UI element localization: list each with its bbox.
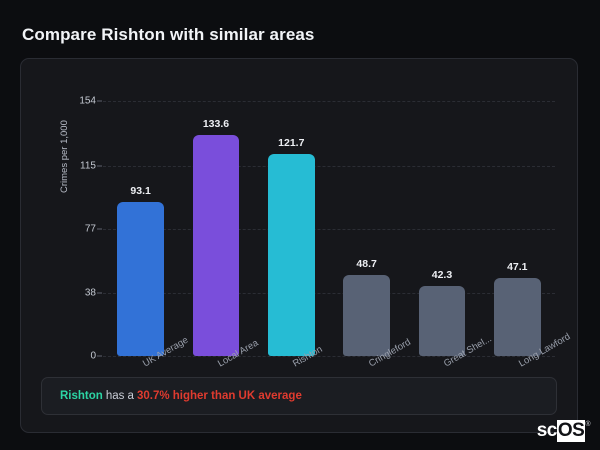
chart-card: Crimes per 1,000 0 38 77 115 154 93.1 UK Avera… [20, 58, 578, 433]
gridline [103, 165, 555, 167]
bar-value-label: 93.1 [130, 184, 151, 197]
comparison-note: Rishton has a 30.7% higher than UK avera… [41, 377, 557, 415]
note-comparison-value: 30.7% higher than UK average [136, 390, 302, 402]
bar-group[interactable]: 47.1 Long Lawford [480, 101, 573, 370]
gridline [103, 293, 555, 295]
note-area-name: Rishton [60, 390, 103, 402]
logo-text-sc: sc [536, 420, 558, 441]
y-axis-tick-mark [97, 355, 102, 357]
note-middle-text: has a [105, 390, 134, 402]
bar-value-label: 48.7 [356, 258, 377, 271]
bar-group[interactable]: 93.1 UK Average [103, 101, 190, 370]
bar[interactable] [343, 275, 390, 356]
gridline [103, 228, 555, 230]
y-axis-label: Crimes per 1,000 [59, 120, 70, 193]
bar[interactable] [493, 278, 541, 356]
bar[interactable] [192, 134, 240, 356]
plot-area: 0 38 77 115 154 93.1 UK Average 133.6 Local Area… [79, 96, 573, 370]
y-axis-tick-label: 77 [84, 223, 96, 234]
y-axis-tick-label: 38 [84, 287, 96, 299]
gridline [103, 356, 555, 357]
registered-trademark-icon: ® [585, 421, 590, 428]
bar-value-label: 42.3 [431, 268, 453, 281]
y-axis-tick-mark [97, 228, 102, 229]
logo-text-os: OS [556, 420, 586, 442]
bar-value-label: 47.1 [507, 261, 528, 274]
scos-logo: sc OS ® [537, 420, 590, 442]
bar[interactable] [267, 154, 315, 356]
bar-value-label: 121.7 [278, 137, 305, 150]
bar[interactable] [117, 201, 164, 356]
y-axis-tick-label: 115 [80, 160, 96, 172]
y-axis-tick-mark [97, 165, 102, 167]
page-title: Compare Rishton with similar areas [22, 25, 315, 44]
bar[interactable] [418, 285, 466, 356]
bar-group[interactable]: 133.6 Local Area [178, 101, 260, 370]
gridline [103, 101, 555, 102]
bar-value-label: 133.6 [202, 117, 230, 130]
bar-group[interactable]: 48.7 Cringleford [329, 101, 412, 370]
y-axis-tick-mark [97, 100, 102, 102]
y-axis-tick-label: 0 [90, 350, 96, 362]
bar-group[interactable]: 121.7 Rishton [254, 101, 329, 370]
bar-chart: Crimes per 1,000 0 38 77 115 154 93.1 UK Avera… [59, 96, 573, 370]
y-axis-tick-mark [97, 292, 102, 294]
bar-group[interactable]: 42.3 Great Shel... [404, 101, 494, 370]
y-axis-tick-label: 154 [79, 95, 96, 107]
